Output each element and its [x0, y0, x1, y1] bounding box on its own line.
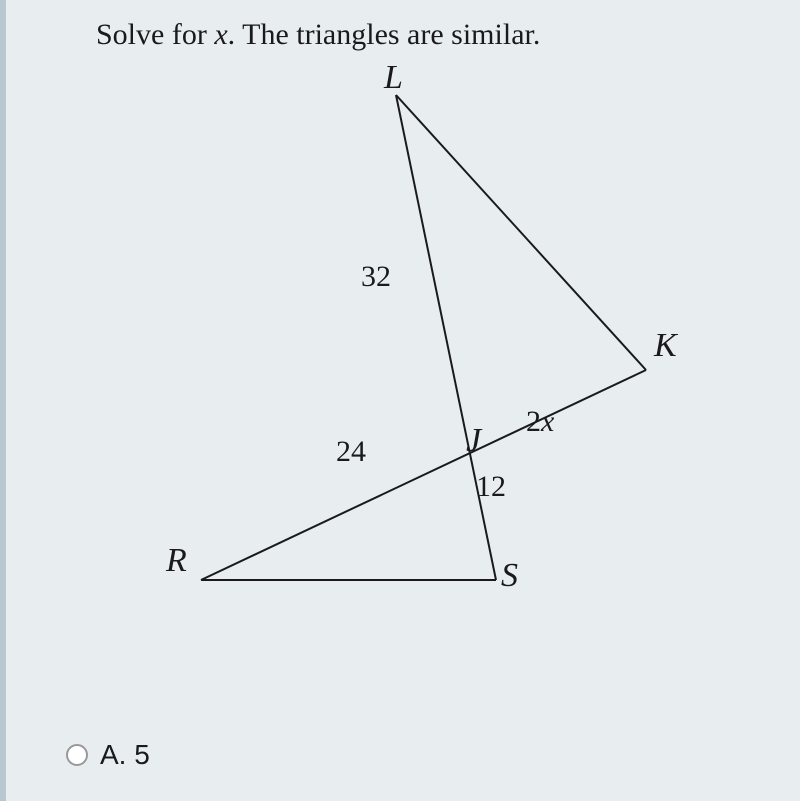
diagram-svg — [126, 60, 686, 680]
vertex-label-r: R — [166, 542, 187, 580]
vertex-label-k: K — [654, 327, 677, 365]
answer-option-a[interactable]: A. 5 — [66, 739, 150, 771]
answer-text: A. 5 — [100, 739, 150, 771]
edge-label-12: 12 — [476, 470, 506, 504]
question-suffix: . The triangles are similar. — [228, 18, 541, 51]
vertex-label-j: J — [466, 422, 481, 460]
question-prefix: Solve for — [96, 18, 214, 51]
radio-icon[interactable] — [66, 744, 88, 766]
edge-label-2x: 2x — [526, 405, 554, 439]
question-variable: x — [214, 18, 227, 51]
edge-label-24: 24 — [336, 435, 366, 469]
vertex-label-s: S — [501, 557, 518, 595]
triangle-diagram: L K J R S 32 24 2x 12 — [126, 60, 686, 680]
edge-label-32: 32 — [361, 260, 391, 294]
vertex-label-l: L — [384, 59, 403, 97]
question-text: Solve for x. The triangles are similar. — [96, 18, 540, 52]
